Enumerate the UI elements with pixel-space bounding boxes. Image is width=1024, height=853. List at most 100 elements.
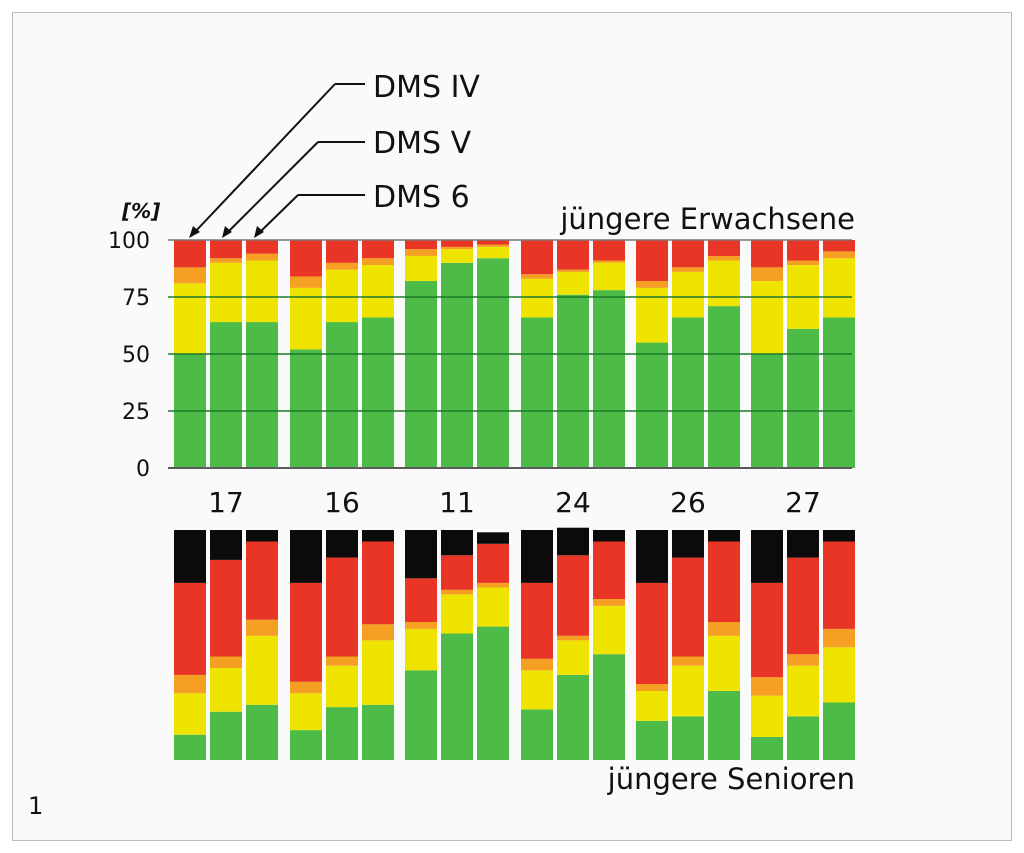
bar-segment-orange-p0-g2-b2 xyxy=(477,244,509,247)
bar-segment-orange-p1-g2-b2 xyxy=(477,582,509,588)
bar-segment-orange-p0-g1-b0 xyxy=(290,276,322,288)
bar-segment-orange-p0-g0-b2 xyxy=(246,253,278,261)
bar-segment-orange-p0-g3-b2 xyxy=(593,260,625,263)
bar-segment-orange-p1-g5-b0 xyxy=(751,677,783,696)
bar-segment-red-p0-g5-b1 xyxy=(787,240,819,261)
bar-segment-green-p0-g1-b1 xyxy=(326,322,358,468)
bar-segment-yellow-p1-g1-b0 xyxy=(290,693,322,731)
bar-segment-black-p1-g5-b1 xyxy=(787,530,819,558)
bar-segment-green-p1-g5-b0 xyxy=(751,737,783,760)
bar-segment-yellow-p1-g0-b1 xyxy=(210,668,242,712)
bar-segment-yellow-p0-g4-b2 xyxy=(708,260,740,307)
bar-segment-yellow-p0-g3-b2 xyxy=(593,262,625,291)
bar-segment-red-p0-g4-b0 xyxy=(636,240,668,282)
bar-segment-yellow-p0-g2-b2 xyxy=(477,246,509,259)
panel-bottom-bars xyxy=(174,527,855,760)
bar-segment-red-p1-g3-b1 xyxy=(557,555,589,636)
bar-segment-red-p0-g1-b1 xyxy=(326,240,358,263)
bar-segment-red-p1-g5-b0 xyxy=(751,582,783,678)
bar-segment-yellow-p1-g3-b0 xyxy=(521,670,553,710)
bar-segment-green-p1-g0-b1 xyxy=(210,711,242,760)
bar-segment-red-p0-g4-b1 xyxy=(672,240,704,268)
bar-segment-black-p1-g5-b2 xyxy=(823,530,855,542)
bar-segment-red-p0-g2-b2 xyxy=(477,240,509,245)
annotation-dms-v: DMS V xyxy=(373,126,472,161)
bar-segment-red-p0-g3-b2 xyxy=(593,240,625,261)
bar-segment-orange-p0-g1-b1 xyxy=(326,262,358,270)
bar-segment-yellow-p1-g2-b0 xyxy=(405,628,437,671)
bar-segment-green-p1-g3-b2 xyxy=(593,654,625,760)
bar-segment-green-p0-g2-b0 xyxy=(405,281,437,468)
bar-segment-yellow-p0-g1-b2 xyxy=(362,265,394,318)
bar-segment-yellow-p0-g3-b0 xyxy=(521,278,553,318)
bar-segment-orange-p1-g2-b0 xyxy=(405,622,437,629)
bar-segment-orange-p0-g3-b0 xyxy=(521,274,553,279)
bar-segment-orange-p0-g0-b0 xyxy=(174,267,206,284)
bar-segment-green-p1-g1-b2 xyxy=(362,704,394,760)
panel-top-bars xyxy=(174,240,855,468)
annotation-dms-6: DMS 6 xyxy=(373,180,470,215)
bar-segment-green-p0-g1-b0 xyxy=(290,349,322,468)
group-label-26: 26 xyxy=(670,486,706,519)
y-tick-label-75: 75 xyxy=(122,286,150,311)
bar-segment-green-p1-g0-b2 xyxy=(246,704,278,760)
y-axis: 100 75 50 25 0 xyxy=(108,229,150,482)
bar-segment-black-p1-g5-b0 xyxy=(751,530,783,583)
bar-segment-yellow-p0-g1-b1 xyxy=(326,269,358,323)
annotation-pointer-dms-v xyxy=(225,141,319,235)
bar-segment-green-p0-g3-b2 xyxy=(593,290,625,468)
panel-label-bottom: jüngere Senioren xyxy=(607,762,855,796)
bar-segment-black-p1-g0-b0 xyxy=(174,530,206,583)
bar-segment-black-p1-g0-b2 xyxy=(246,530,278,542)
bar-segment-red-p1-g2-b1 xyxy=(441,555,473,590)
bar-segment-yellow-p0-g2-b0 xyxy=(405,255,437,282)
y-unit-label: [%] xyxy=(121,199,160,223)
bar-segment-orange-p1-g3-b1 xyxy=(557,635,589,641)
bar-segment-orange-p0-g5-b0 xyxy=(751,267,783,282)
bar-segment-yellow-p1-g4-b1 xyxy=(672,665,704,717)
bar-segment-orange-p0-g0-b1 xyxy=(210,258,242,263)
bar-segment-green-p0-g5-b1 xyxy=(787,328,819,468)
bar-segment-yellow-p1-g0-b0 xyxy=(174,693,206,735)
bar-segment-yellow-p1-g5-b0 xyxy=(751,695,783,737)
y-tick-label-0: 0 xyxy=(136,457,150,482)
annotation-pointer-dms-iv xyxy=(192,83,336,235)
bar-segment-red-p0-g1-b0 xyxy=(290,240,322,277)
bar-segment-red-p1-g0-b1 xyxy=(210,559,242,657)
bar-segment-red-p0-g3-b0 xyxy=(521,240,553,275)
bar-segment-orange-p0-g4-b1 xyxy=(672,267,704,272)
bar-segment-orange-p1-g5-b2 xyxy=(823,628,855,648)
bar-segment-green-p1-g5-b1 xyxy=(787,716,819,760)
bar-segment-yellow-p0-g0-b1 xyxy=(210,262,242,323)
y-tick-label-50: 50 xyxy=(122,343,150,368)
bar-segment-yellow-p0-g0-b0 xyxy=(174,283,206,354)
bar-segment-orange-p0-g2-b0 xyxy=(405,249,437,256)
bar-segment-black-p1-g2-b2 xyxy=(477,532,509,544)
group-labels: 17 16 11 24 26 27 xyxy=(208,486,821,519)
bar-segment-orange-p1-g4-b1 xyxy=(672,656,704,666)
bar-segment-orange-p0-g2-b1 xyxy=(441,246,473,250)
arrowhead xyxy=(222,226,232,238)
bar-segment-black-p1-g3-b1 xyxy=(557,527,589,556)
bar-segment-green-p0-g4-b0 xyxy=(636,342,668,468)
bar-segment-orange-p0-g4-b0 xyxy=(636,281,668,288)
bar-segment-green-p1-g1-b1 xyxy=(326,707,358,760)
bar-segment-green-p1-g0-b0 xyxy=(174,734,206,760)
annotation-pointers xyxy=(189,83,365,238)
bar-segment-red-p1-g4-b0 xyxy=(636,582,668,685)
bar-segment-green-p1-g4-b0 xyxy=(636,720,668,760)
bar-segment-red-p0-g1-b2 xyxy=(362,240,394,259)
panel-label-top: jüngere Erwachsene xyxy=(559,202,855,236)
bar-segment-black-p1-g1-b1 xyxy=(326,530,358,558)
bar-segment-orange-p1-g0-b2 xyxy=(246,619,278,636)
bar-segment-yellow-p0-g4-b0 xyxy=(636,287,668,343)
bar-segment-orange-p1-g5-b1 xyxy=(787,654,819,666)
bar-segment-red-p1-g2-b0 xyxy=(405,578,437,622)
bar-segment-green-p1-g3-b0 xyxy=(521,709,553,760)
bar-segment-orange-p1-g1-b1 xyxy=(326,656,358,666)
y-tick-label-100: 100 xyxy=(108,229,150,254)
bar-segment-yellow-p0-g3-b1 xyxy=(557,271,589,295)
bar-segment-yellow-p0-g5-b0 xyxy=(751,281,783,354)
bar-segment-red-p1-g4-b2 xyxy=(708,541,740,622)
bar-segment-black-p1-g2-b0 xyxy=(405,530,437,579)
